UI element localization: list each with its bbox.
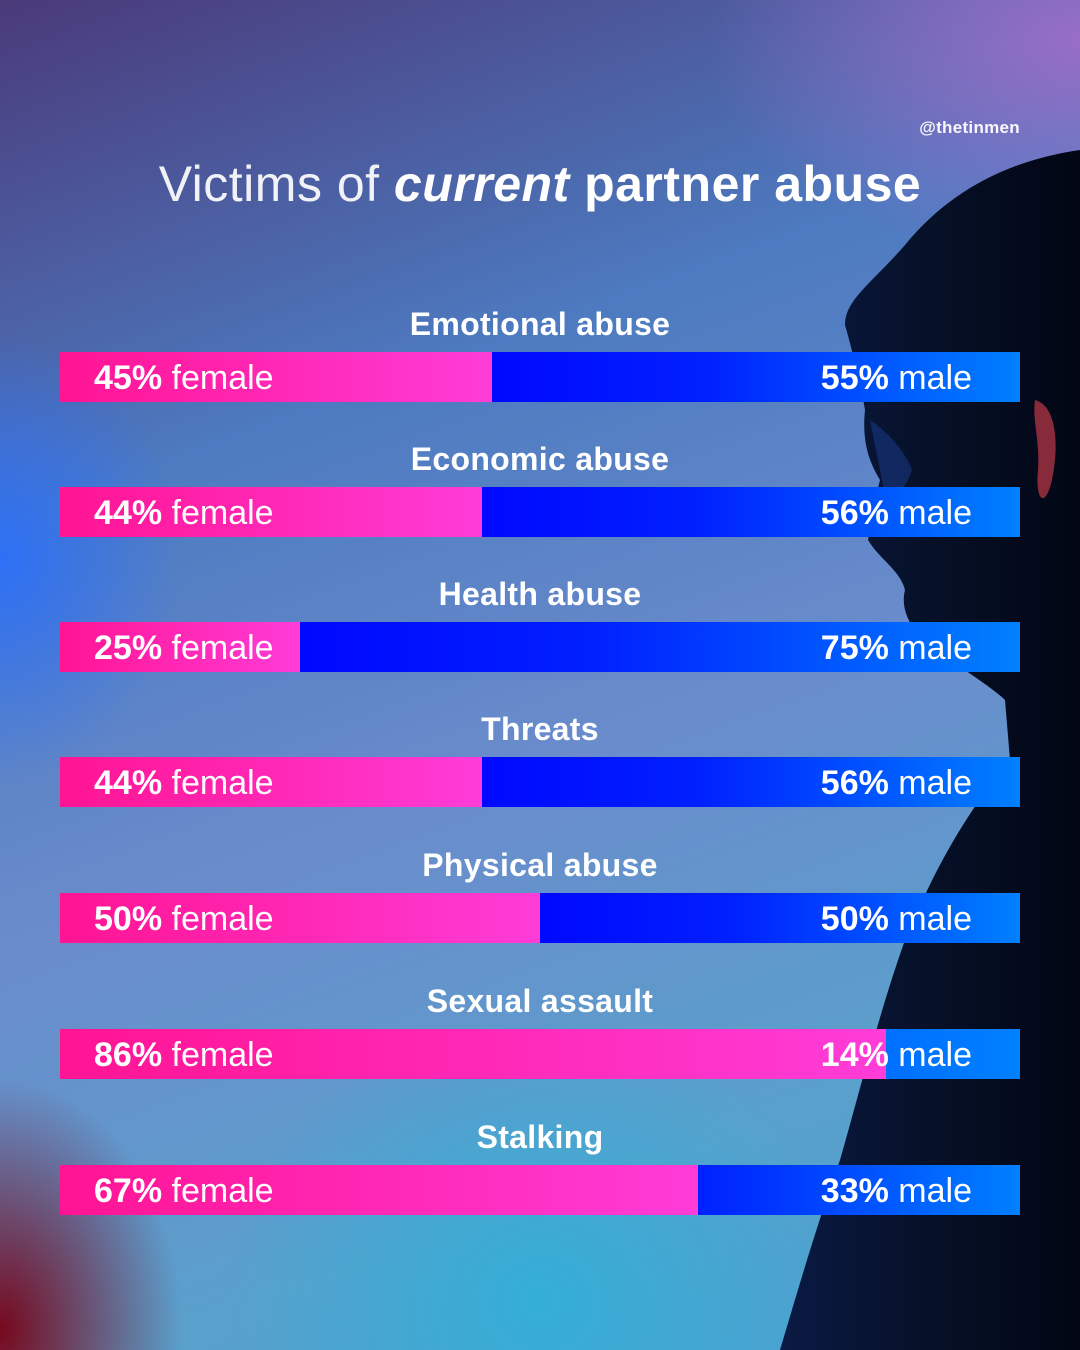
male-value: 55% male <box>820 359 972 397</box>
male-segment <box>492 352 1020 402</box>
male-segment <box>698 1165 1020 1215</box>
female-value: 25% female <box>94 629 274 667</box>
account-handle: @thetinmen <box>919 118 1020 137</box>
category-label: Physical abuse <box>422 847 658 883</box>
stacked-bar <box>60 487 1020 537</box>
female-segment <box>60 1029 886 1079</box>
female-segment <box>60 622 300 672</box>
male-segment <box>300 622 1020 672</box>
category-label: Health abuse <box>438 576 642 612</box>
female-value: 44% female <box>94 494 274 532</box>
stacked-bar <box>60 757 1020 807</box>
category-label: Emotional abuse <box>409 306 671 342</box>
male-value: 50% male <box>820 900 972 938</box>
male-segment <box>482 487 1020 537</box>
stacked-bar <box>60 1029 1020 1079</box>
male-segment <box>540 893 1020 943</box>
female-value: 45% female <box>94 359 274 397</box>
female-value: 50% female <box>94 900 274 938</box>
chart-title: Victims of current partner abuse <box>0 155 1080 213</box>
male-value: 75% male <box>820 629 972 667</box>
category-label: Threats <box>481 711 599 747</box>
male-segment <box>885 1029 1020 1079</box>
stacked-bar <box>60 352 1020 402</box>
title-emphasis: current <box>393 156 570 212</box>
male-value: 56% male <box>820 764 972 802</box>
male-value: 33% male <box>820 1172 972 1210</box>
title-part-3: partner abuse <box>569 156 922 212</box>
stacked-bar <box>60 1165 1020 1215</box>
male-value: 56% male <box>820 494 972 532</box>
male-value: 14% male <box>820 1036 972 1074</box>
female-segment <box>60 352 492 402</box>
male-segment <box>482 757 1020 807</box>
female-segment <box>60 893 540 943</box>
female-value: 86% female <box>94 1036 274 1074</box>
female-value: 67% female <box>94 1172 274 1210</box>
female-segment <box>60 757 483 807</box>
female-segment <box>60 487 483 537</box>
female-value: 44% female <box>94 764 274 802</box>
category-label: Economic abuse <box>410 441 670 477</box>
category-label: Sexual assault <box>426 983 654 1019</box>
stacked-bar <box>60 622 1020 672</box>
stacked-bar <box>60 893 1020 943</box>
category-label: Stalking <box>476 1119 604 1155</box>
female-segment <box>60 1165 699 1215</box>
title-part-1: Victims of <box>158 156 394 212</box>
